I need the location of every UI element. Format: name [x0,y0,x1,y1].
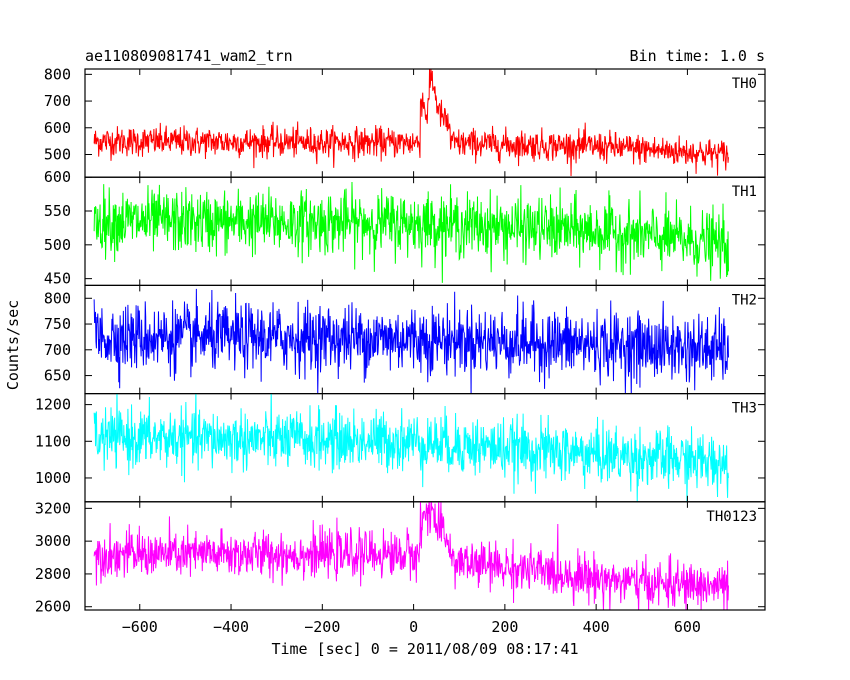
x-tick-label: −200 [304,618,340,636]
y-tick-label: 3200 [35,499,71,517]
y-tick-label: 500 [44,145,71,163]
x-axis: −600 −400 −200 0 200 400 600 [122,618,701,636]
bin-time-label: Bin time: 1.0 s [630,47,765,65]
y-tick-label: 800 [44,289,71,307]
panel-label: TH0123 [706,509,757,525]
series-line-th3 [93,393,729,502]
panel-th3: TH3 1000 1100 1200 [35,393,766,503]
panel-label: TH1 [732,184,757,200]
y-tick-label: 2600 [35,598,71,616]
panel-th0: TH0 500 600 700 800 [44,65,766,178]
x-tick-label: 600 [674,618,701,636]
y-tick-label: 1200 [35,396,71,414]
panel-th1: TH1 450 500 550 600 [44,168,766,288]
x-tick-label: −600 [122,618,158,636]
panels-group: TH0 500 600 700 800 TH1 450 500 550 600 TH2 650 700 7… [35,65,766,616]
series-line-th0123 [93,501,729,610]
y-tick-label: 2800 [35,565,71,583]
x-tick-label: −400 [213,618,249,636]
x-tick-label: 200 [491,618,518,636]
y-tick-label: 1100 [35,432,71,450]
y-tick-label: 450 [44,270,71,288]
y-tick-label: 600 [44,119,71,137]
series-line-th0 [93,69,729,177]
y-tick-label: 600 [44,168,71,186]
panel-th0123: TH0123 2600 2800 3000 3200 [35,499,766,616]
panel-label: TH2 [732,292,757,308]
y-tick-label: 550 [44,202,71,220]
y-tick-label: 3000 [35,532,71,550]
x-tick-label: 400 [583,618,610,636]
y-tick-label: 700 [44,341,71,359]
panel-label: TH3 [732,401,757,417]
y-tick-label: 650 [44,367,71,385]
x-axis-title: Time [sec] 0 = 2011/08/09 08:17:41 [271,640,578,658]
y-tick-label: 750 [44,315,71,333]
panel-label: TH0 [732,76,757,92]
y-tick-label: 700 [44,92,71,110]
series-line-th1 [93,181,729,283]
panel-th2: TH2 650 700 750 800 [44,284,766,395]
y-tick-label: 500 [44,236,71,254]
panel-frame [84,501,766,611]
y-tick-label: 1000 [35,469,71,487]
series-line-th2 [93,288,729,394]
y-tick-label: 800 [44,65,71,83]
y-axis-title: Counts/sec [4,300,22,390]
panel-frame [84,68,766,178]
x-tick-label: 0 [409,618,418,636]
chart-title: ae110809081741_wam2_trn [85,47,293,65]
